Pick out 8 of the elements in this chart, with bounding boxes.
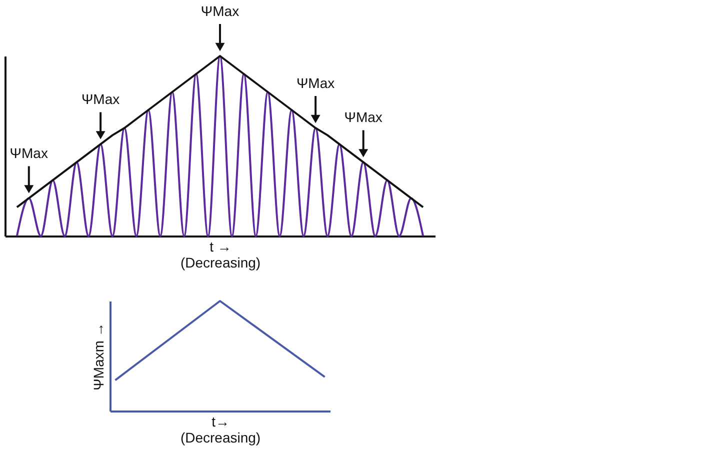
x-axis-title: t → (Decreasing) (180, 238, 261, 270)
annotation: ΨMax (10, 145, 48, 162)
y-axis-title: ΨMaxm → (90, 322, 106, 390)
x-axis-title: t→ (Decreasing) (180, 414, 261, 446)
annotation: ΨMax (344, 109, 382, 126)
annotation: ΨMax (296, 75, 335, 91)
annotation: ΨMax (81, 91, 120, 108)
annotation: ΨMax (200, 3, 240, 19)
